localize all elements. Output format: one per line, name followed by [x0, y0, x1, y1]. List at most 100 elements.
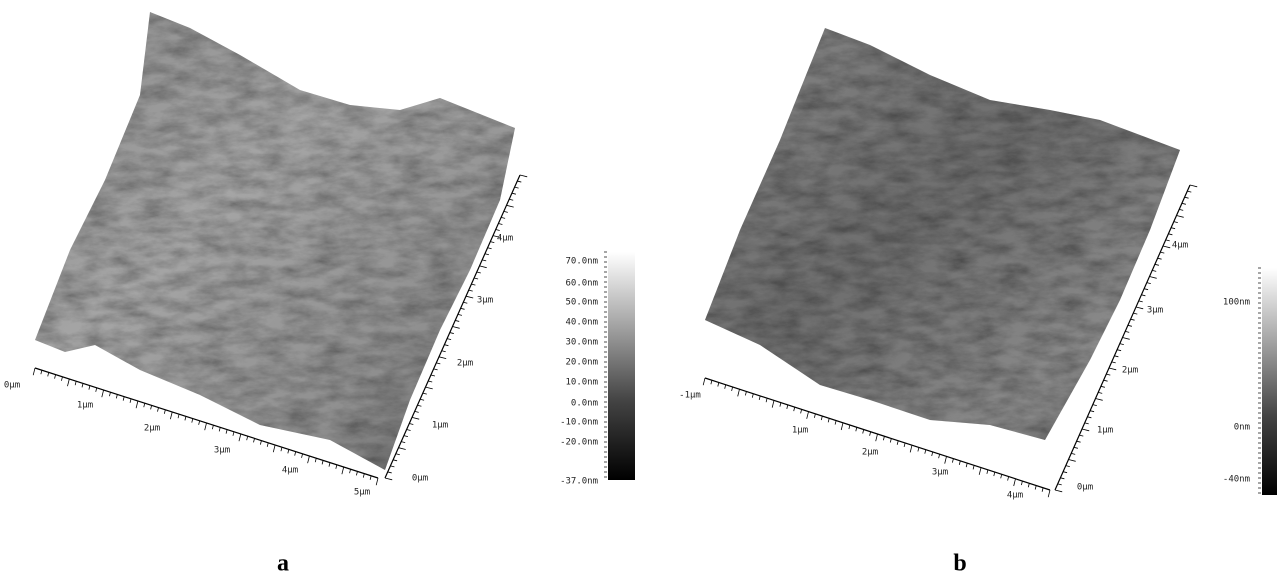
axis-tick	[507, 205, 514, 207]
axis-tick	[1028, 483, 1029, 487]
axis-tick	[295, 452, 296, 456]
axis-tick	[1079, 435, 1083, 436]
axis-tick	[185, 416, 186, 420]
colorbar-label: 10.0nm	[565, 378, 598, 388]
axis-tick	[973, 465, 974, 469]
axis-tick	[288, 449, 289, 453]
surface-b	[705, 28, 1180, 440]
axis-tick	[1085, 423, 1089, 424]
colorbar-label: -40nm	[1223, 475, 1250, 485]
x-axis-label: -1μm	[679, 391, 701, 401]
axis-tick	[752, 394, 753, 398]
y-axis-label: 1μm	[432, 421, 448, 431]
y-axis-label: 1μm	[1097, 426, 1113, 436]
axis-tick	[517, 181, 521, 182]
axis-tick	[496, 230, 500, 231]
axis-tick	[370, 476, 371, 480]
axis-tick	[96, 388, 97, 392]
axis-tick	[102, 390, 104, 397]
x-axis-label: 5μm	[354, 488, 370, 498]
axis-tick	[1152, 270, 1156, 271]
axis-tick	[745, 391, 746, 395]
axis-tick	[1179, 209, 1183, 210]
y-axis-label: 3μm	[477, 296, 493, 306]
y-axis-label: 0μm	[412, 474, 428, 484]
panel-label: b	[953, 551, 966, 577]
axis-tick	[123, 397, 124, 401]
axis-tick	[388, 472, 392, 473]
x-axis-label: 1μm	[77, 401, 93, 411]
axis-tick	[480, 266, 487, 268]
axis-tick	[89, 386, 90, 390]
axis-tick	[1058, 484, 1062, 485]
axis-tick	[315, 458, 316, 462]
axis-tick	[471, 284, 475, 285]
axis-tick	[136, 401, 138, 408]
axis-tick	[1082, 429, 1089, 431]
axis-tick	[1168, 234, 1172, 235]
axis-tick	[1090, 411, 1094, 412]
axis-tick	[925, 450, 926, 454]
axis-tick	[409, 423, 413, 424]
axis-tick	[509, 199, 513, 200]
axis-tick	[474, 278, 478, 279]
axis-tick	[490, 242, 494, 243]
colorbar-label: 0nm	[1234, 423, 1250, 433]
axis-tick	[1087, 417, 1091, 418]
axis-tick	[759, 396, 760, 400]
y-axis-label: 2μm	[457, 359, 473, 369]
axis-tick	[945, 456, 947, 463]
axis-tick	[1001, 474, 1002, 478]
axis-tick	[205, 423, 207, 430]
axis-tick	[835, 421, 836, 425]
axis-tick	[1136, 307, 1143, 309]
axis-tick	[82, 383, 83, 387]
figure: 0μm1μm2μm3μm4μm5μm0μm1μm2μm3μm4μm70.0nm6…	[0, 0, 1277, 577]
axis-tick	[199, 421, 200, 425]
axis-tick	[407, 430, 411, 431]
axis-tick	[302, 454, 303, 458]
axis-tick	[512, 193, 516, 194]
axis-tick	[1055, 490, 1062, 492]
axis-tick	[376, 478, 378, 485]
axis-tick	[399, 448, 406, 450]
surface-a	[35, 12, 515, 470]
axis-tick	[498, 223, 502, 224]
axis-tick	[116, 394, 117, 398]
axis-tick	[979, 468, 981, 475]
axis-tick	[444, 345, 448, 346]
axis-tick	[434, 369, 438, 370]
axis-tick	[1187, 191, 1191, 192]
axis-tick	[780, 403, 781, 407]
colorbar-label: 100nm	[1223, 298, 1250, 308]
axis-tick	[1008, 477, 1009, 481]
x-axis-label: 4μm	[1007, 491, 1023, 501]
axis-tick	[1182, 203, 1186, 204]
axis-tick	[1171, 228, 1175, 229]
axis-tick	[393, 460, 397, 461]
axis-tick	[463, 302, 467, 303]
page: 0μm1μm2μm3μm4μm5μm0μm1μm2μm3μm4μm70.0nm6…	[0, 0, 1277, 577]
axis-tick	[170, 412, 172, 419]
axis-tick	[1147, 283, 1151, 284]
axis-tick	[1114, 356, 1118, 357]
colorbar-label: -10.0nm	[560, 418, 598, 428]
axis-tick	[1021, 481, 1022, 485]
axis-tick	[994, 472, 995, 476]
x-axis-label: 3μm	[932, 468, 948, 478]
axis-tick	[482, 260, 486, 261]
axis-tick	[415, 411, 419, 412]
axis-tick	[342, 467, 344, 474]
colorbar-b	[1262, 268, 1277, 495]
axis-tick	[738, 389, 740, 396]
axis-tick	[350, 469, 351, 473]
axis-tick	[281, 447, 282, 451]
axis-tick	[461, 308, 465, 309]
axis-tick	[1112, 362, 1116, 363]
axis-tick	[1098, 392, 1102, 393]
axis-tick	[1185, 197, 1189, 198]
axis-tick	[504, 211, 508, 212]
axis-tick	[807, 412, 809, 419]
axis-tick	[390, 466, 394, 467]
axis-tick	[1096, 399, 1103, 401]
